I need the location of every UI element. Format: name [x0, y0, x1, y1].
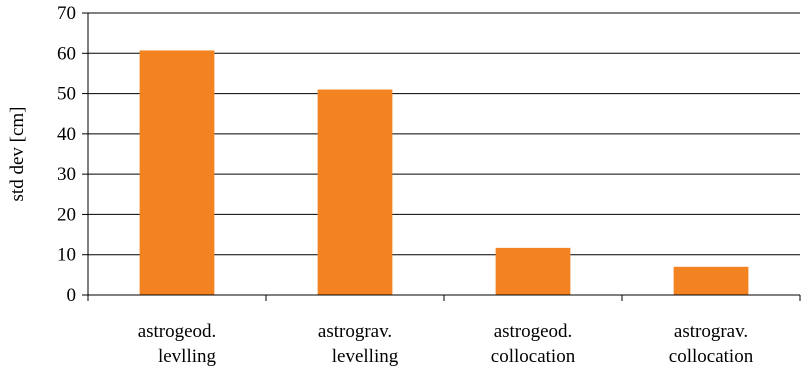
- x-category-label: astrogeod. collocation: [491, 321, 576, 367]
- x-category-label: astrograv. levelling: [318, 321, 399, 367]
- x-category-label-line: astrogeod.: [138, 321, 217, 342]
- x-category-label-line: astrograv.: [318, 321, 392, 342]
- y-tick-label: 50: [57, 84, 76, 105]
- x-category-label-line: levelling: [332, 346, 399, 367]
- bar: [139, 50, 215, 295]
- x-category-label: astrogeod. levlling: [138, 321, 217, 367]
- x-category-label: astrograv. collocation: [669, 321, 754, 367]
- y-tick-label: 20: [57, 204, 76, 225]
- y-tick-label: 0: [67, 285, 77, 306]
- bars: [139, 50, 749, 296]
- x-category-label-line: collocation: [669, 346, 754, 367]
- y-tick-label: 70: [57, 3, 76, 24]
- x-category-label-line: levlling: [158, 346, 217, 367]
- y-tick-label: 60: [57, 43, 76, 64]
- bar: [317, 89, 393, 296]
- y-tick-label: 30: [57, 164, 76, 185]
- x-category-label-line: collocation: [491, 346, 576, 367]
- y-tick-label: 10: [57, 245, 76, 266]
- x-category-label-line: astrograv.: [674, 321, 748, 342]
- bar: [673, 266, 749, 295]
- axes: [82, 12, 801, 301]
- bar: [495, 247, 571, 295]
- y-axis-title: std dev [cm]: [7, 107, 28, 202]
- y-tick-label: 40: [57, 124, 76, 145]
- y-tick-labels: 0 10 20 30 40 50 60 70: [57, 3, 76, 306]
- x-category-label-line: astrogeod.: [494, 321, 573, 342]
